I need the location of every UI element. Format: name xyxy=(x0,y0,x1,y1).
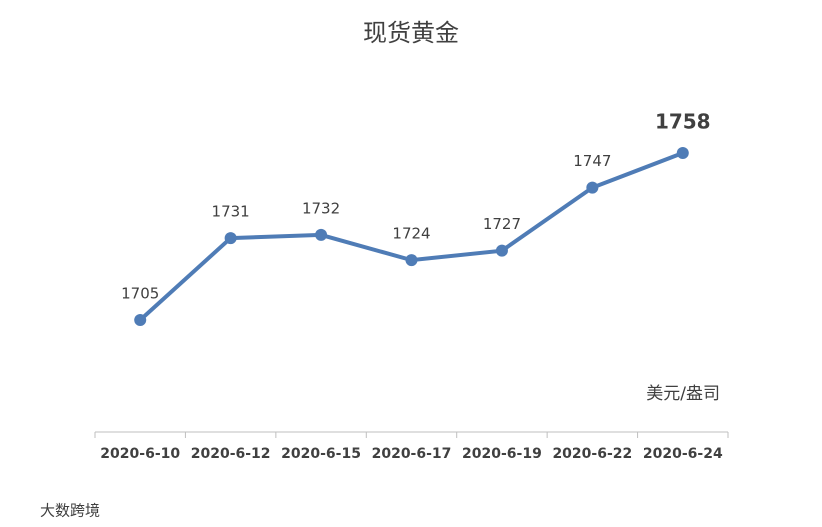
point xyxy=(224,232,237,245)
value-label: 1747 xyxy=(573,152,611,170)
point xyxy=(495,244,508,257)
unit-label: 美元/盎司 xyxy=(646,384,720,404)
x-tick-label: 2020-6-22 xyxy=(552,446,632,462)
value-label: 1705 xyxy=(121,285,159,303)
point xyxy=(676,147,689,159)
x-tick-label: 2020-6-17 xyxy=(372,446,452,462)
x-tick-label: 2020-6-12 xyxy=(191,446,271,462)
watermark: 大数跨境 xyxy=(40,502,100,520)
x-tick-label: 2020-6-24 xyxy=(643,446,723,462)
value-label: 1732 xyxy=(302,199,340,217)
x-tick-label: 2020-6-15 xyxy=(281,446,361,462)
value-label: 1727 xyxy=(483,215,521,233)
point xyxy=(405,254,418,267)
x-tick-label: 2020-6-19 xyxy=(462,446,542,462)
value-label: 1731 xyxy=(212,203,250,221)
x-tick-label: 2020-6-10 xyxy=(100,446,180,462)
chart-title: 现货黄金 xyxy=(363,19,459,47)
point xyxy=(586,181,599,194)
point xyxy=(315,228,328,241)
value-label: 1724 xyxy=(392,225,430,243)
value-label: 1758 xyxy=(655,110,711,134)
point xyxy=(134,314,147,326)
